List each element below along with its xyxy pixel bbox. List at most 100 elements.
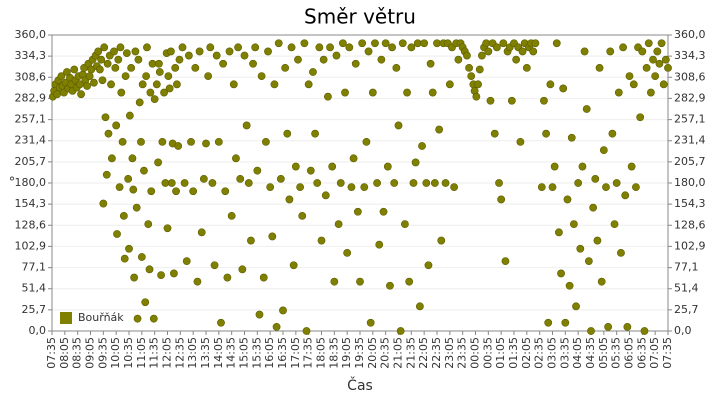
point [102, 170, 111, 179]
point [567, 133, 576, 142]
point [202, 139, 210, 148]
point [642, 63, 651, 72]
x-tick-label: 13:05 [186, 337, 199, 369]
point [223, 273, 232, 282]
point [287, 43, 296, 52]
point [134, 55, 143, 64]
chart-title: Směr větru [304, 5, 416, 29]
point [137, 253, 146, 261]
point [467, 72, 476, 81]
point [309, 68, 317, 76]
point [392, 63, 401, 72]
x-tick-label: 08:35 [71, 337, 84, 369]
x-tick-label: 15:35 [250, 337, 263, 369]
point [388, 43, 396, 52]
point [474, 80, 482, 89]
point [145, 265, 154, 274]
point [472, 92, 481, 101]
point [195, 47, 204, 56]
y-axis-title: ° [9, 176, 16, 191]
point [612, 179, 621, 187]
point [244, 179, 253, 187]
point [300, 39, 309, 48]
point [189, 187, 198, 196]
point [204, 72, 213, 81]
x-tick-label: 00:35 [481, 337, 494, 369]
point [217, 318, 225, 327]
y2-tick-label: 334,3 [674, 49, 706, 62]
point [270, 80, 279, 89]
point [490, 129, 499, 138]
point [283, 129, 292, 138]
point [247, 236, 255, 245]
point [636, 113, 645, 122]
point [430, 179, 439, 187]
point [563, 195, 572, 204]
x-tick-label: 02:05 [520, 337, 533, 369]
point [214, 137, 223, 146]
point [272, 322, 281, 331]
point [441, 179, 450, 187]
point [349, 154, 358, 163]
x-tick-label: 04:35 [584, 337, 597, 369]
point [589, 203, 598, 212]
x-tick-label: 05:05 [597, 337, 610, 369]
point [100, 43, 109, 52]
y-tick-label: 0,0 [29, 324, 47, 337]
point [569, 220, 578, 229]
point [625, 72, 634, 81]
point [138, 80, 147, 89]
y2-tick-label: 77,1 [674, 261, 699, 274]
x-tick-label: 16:35 [276, 337, 289, 369]
y2-tick-label: 231,4 [674, 134, 706, 147]
point [115, 183, 124, 192]
x-tick-label: 14:05 [212, 337, 225, 369]
point [606, 47, 615, 56]
point [420, 39, 429, 48]
point [559, 84, 568, 93]
point [646, 88, 655, 97]
point [445, 80, 454, 89]
point [158, 137, 167, 146]
point [398, 39, 407, 48]
x-tick-label: 21:05 [392, 337, 405, 369]
point [165, 84, 174, 93]
point [191, 63, 200, 72]
point [197, 228, 206, 237]
point [366, 318, 375, 327]
point [475, 65, 484, 74]
point [576, 244, 585, 253]
point [371, 39, 379, 48]
y2-tick-label: 51,4 [674, 282, 699, 295]
y-tick-label: 154,3 [15, 197, 47, 210]
x-tick-label: 00:05 [469, 337, 482, 369]
point [157, 271, 165, 279]
x-tick-label: 08:05 [58, 337, 71, 369]
point [172, 187, 180, 196]
point [70, 65, 79, 74]
point [149, 314, 158, 323]
point [356, 277, 364, 286]
x-tick-label: 16:05 [263, 337, 276, 369]
y2-tick-label: 154,3 [674, 197, 706, 210]
point [653, 47, 662, 56]
point [251, 43, 260, 52]
point [552, 39, 561, 48]
point [617, 248, 625, 257]
point [604, 322, 613, 331]
point [347, 183, 356, 192]
point [137, 137, 145, 146]
point [499, 39, 508, 48]
x-tick-label: 02:35 [533, 337, 546, 369]
point [173, 80, 181, 89]
point [116, 43, 125, 52]
point [501, 257, 510, 266]
y-tick-label: 257,1 [15, 113, 47, 126]
point [104, 129, 113, 138]
point [321, 191, 330, 200]
y-tick-label: 282,9 [15, 91, 47, 104]
point [334, 220, 343, 229]
x-tick-label: 13:35 [199, 337, 212, 369]
point [390, 179, 399, 187]
point [150, 95, 159, 104]
